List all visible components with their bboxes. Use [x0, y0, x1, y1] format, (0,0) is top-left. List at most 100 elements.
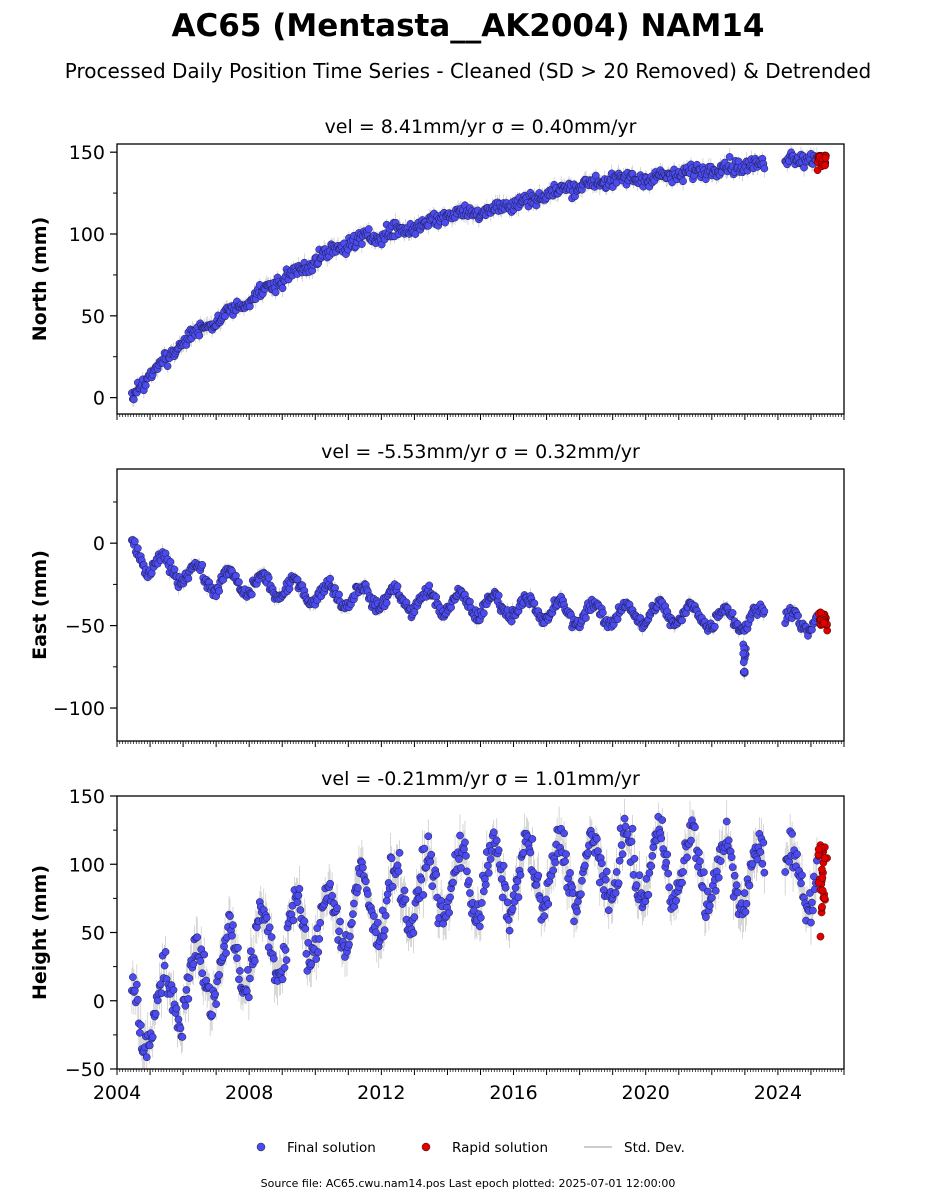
height-rapid-point — [818, 865, 826, 874]
height-final-point — [202, 976, 211, 985]
height-final-point — [262, 913, 271, 922]
height-final-point — [432, 870, 441, 879]
north-final-point — [760, 164, 769, 173]
height-final-point — [699, 883, 707, 892]
height-final-point — [663, 850, 672, 859]
height-final-point — [129, 973, 137, 981]
height-final-point — [359, 863, 367, 872]
height-final-point — [381, 911, 390, 920]
east-final-point — [598, 608, 607, 617]
north-rapid-point — [821, 153, 830, 162]
height-final-point — [151, 1009, 160, 1018]
height-final-point — [551, 858, 560, 867]
north-final-point — [725, 153, 734, 161]
height-final-point — [648, 852, 657, 860]
height-final-point — [282, 956, 291, 964]
height-rapid-point — [820, 894, 829, 903]
east-final-point — [582, 614, 590, 622]
east-final-points — [128, 536, 821, 677]
height-final-point — [664, 869, 673, 878]
height-final-point — [658, 816, 667, 824]
height-final-point — [691, 823, 699, 832]
height-final-point — [294, 891, 303, 900]
height-final-point — [246, 947, 255, 956]
east-final-point — [530, 599, 539, 608]
height-final-point — [196, 957, 205, 965]
east-final-point — [447, 603, 455, 612]
height-final-point — [293, 898, 302, 907]
height-final-point — [463, 867, 471, 876]
height-final-point — [184, 995, 193, 1003]
height-final-point — [687, 836, 695, 845]
height-final-point — [503, 898, 512, 907]
height-final-point — [578, 876, 586, 885]
height-final-point — [414, 886, 423, 895]
height-final-point — [289, 916, 298, 925]
north-axes-frame — [116, 143, 845, 415]
height-final-point — [426, 857, 435, 866]
east-final-point — [739, 658, 748, 667]
height-final-point — [382, 896, 391, 905]
north-final-point — [221, 312, 229, 321]
height-final-point — [759, 838, 768, 847]
height-final-point — [304, 938, 313, 947]
height-final-point — [628, 824, 637, 833]
height-final-point — [136, 1021, 145, 1030]
north-final-point — [245, 302, 254, 311]
height-y-tick-label: 0 — [93, 991, 105, 1013]
height-final-point — [265, 923, 274, 932]
height-final-point — [788, 830, 796, 838]
height-final-point — [540, 912, 549, 920]
height-final-point — [361, 877, 370, 886]
height-final-point — [326, 879, 334, 888]
north-y-tick-label: 150 — [69, 142, 105, 164]
height-final-point — [235, 975, 243, 984]
height-rapid-point — [818, 903, 826, 911]
height-final-point — [683, 853, 691, 862]
height-rapid-point — [820, 854, 829, 862]
height-final-point — [132, 980, 141, 989]
figure-subtitle: Processed Daily Position Time Series - C… — [65, 59, 871, 83]
east-panel-title: vel = -5.53mm/yr σ = 0.32mm/yr — [321, 441, 640, 463]
east-final-point — [235, 578, 243, 586]
height-final-point — [696, 857, 704, 866]
east-final-point — [130, 537, 139, 546]
height-final-point — [494, 846, 503, 854]
height-final-point — [267, 933, 276, 941]
east-final-point — [382, 599, 391, 607]
height-final-point — [570, 917, 578, 926]
height-final-point — [672, 896, 680, 905]
height-final-point — [611, 889, 620, 897]
north-rapid-point — [821, 161, 829, 170]
height-final-point — [363, 890, 372, 898]
height-final-point — [333, 904, 341, 913]
height-final-point — [528, 835, 537, 843]
height-final-point — [704, 887, 712, 896]
east-final-point — [794, 611, 802, 620]
height-final-point — [410, 913, 419, 922]
height-final-point — [176, 1024, 185, 1033]
height-final-point — [350, 899, 358, 908]
height-final-point — [532, 881, 541, 889]
east-final-point — [728, 609, 737, 617]
height-final-point — [455, 855, 463, 863]
height-final-point — [566, 869, 574, 877]
height-final-point — [597, 859, 606, 868]
height-final-point — [486, 855, 495, 863]
height-final-point — [185, 974, 194, 983]
height-final-point — [226, 912, 234, 920]
height-final-point — [544, 900, 553, 908]
height-final-point — [461, 838, 469, 847]
height-final-point — [335, 927, 343, 936]
height-final-point — [516, 871, 525, 879]
height-final-point — [728, 863, 737, 872]
height-final-point — [244, 966, 252, 974]
height-final-point — [508, 904, 517, 913]
height-final-point — [711, 886, 720, 895]
height-final-point — [732, 881, 741, 889]
height-y-tick-label: −50 — [65, 1059, 105, 1081]
east-final-point — [393, 582, 402, 591]
height-final-point — [635, 871, 644, 880]
height-final-point — [584, 849, 592, 857]
